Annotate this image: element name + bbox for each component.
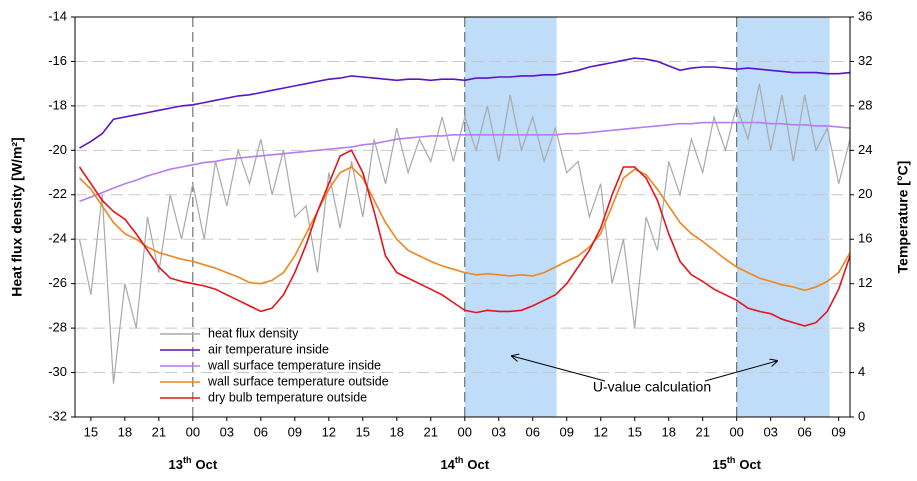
day-month: Oct xyxy=(195,457,217,472)
day-suffix: th xyxy=(727,455,736,465)
annotation: U-value calculation xyxy=(593,379,711,395)
x-tick-label: 09 xyxy=(560,424,574,439)
y2-tick-label: 28 xyxy=(858,97,872,112)
x-tick-label: 00 xyxy=(458,424,472,439)
day-number: 13 xyxy=(169,457,183,472)
y2-tick-label: 4 xyxy=(858,364,865,379)
y-tick-label: -32 xyxy=(48,408,67,423)
y-tick-label: -14 xyxy=(48,8,67,23)
x-tick-label: 12 xyxy=(322,424,336,439)
day-label: 13th Oct xyxy=(169,455,218,472)
legend-label: heat flux density xyxy=(208,326,299,340)
series-line xyxy=(78,149,851,327)
x-tick-label: 03 xyxy=(220,424,234,439)
x-tick-label: 00 xyxy=(186,424,200,439)
day-label: 15th Oct xyxy=(712,455,761,472)
y-tick-label: -26 xyxy=(48,275,67,290)
highlight-region xyxy=(736,17,830,417)
y-tick-label: -30 xyxy=(48,364,67,379)
day-number: 14 xyxy=(440,457,455,472)
x-tick-label: 15 xyxy=(627,424,641,439)
x-tick-label: 12 xyxy=(593,424,607,439)
y2-tick-label: 16 xyxy=(858,231,872,246)
x-tick-label: 09 xyxy=(288,424,302,439)
y-axis-label: Heat flux density [W/m²] xyxy=(9,137,25,296)
y-tick-label: -22 xyxy=(48,186,67,201)
legend-label: dry bulb temperature outside xyxy=(208,390,367,404)
y2-tick-label: 32 xyxy=(858,53,872,68)
x-tick-label: 06 xyxy=(797,424,811,439)
y-tick-label: -20 xyxy=(48,142,67,157)
y2-tick-label: 24 xyxy=(858,142,872,157)
day-suffix: th xyxy=(455,455,464,465)
x-tick-label: 21 xyxy=(152,424,166,439)
day-month: Oct xyxy=(739,457,761,472)
series-line xyxy=(79,57,851,149)
y-tick-label: -24 xyxy=(48,231,67,246)
annotation-arrow xyxy=(512,356,606,382)
series-line xyxy=(78,83,851,384)
x-tick-label: 18 xyxy=(390,424,404,439)
highlight-region xyxy=(464,17,557,417)
x-tick-label: 15 xyxy=(356,424,370,439)
x-tick-label: 21 xyxy=(695,424,709,439)
day-suffix: th xyxy=(183,455,192,465)
y-tick-label: -16 xyxy=(48,53,67,68)
y2-tick-label: 12 xyxy=(858,275,872,290)
x-tick-label: 06 xyxy=(526,424,540,439)
y2-tick-label: 20 xyxy=(858,186,872,201)
series-line xyxy=(78,166,851,292)
y-tick-label: -28 xyxy=(48,320,67,335)
plot-frame xyxy=(74,16,851,418)
x-tick-label: 03 xyxy=(763,424,777,439)
y2-tick-label: 0 xyxy=(858,408,865,423)
x-tick-label: 09 xyxy=(831,424,845,439)
day-label: 14th Oct xyxy=(440,455,489,472)
x-tick-label: 21 xyxy=(424,424,438,439)
x-tick-label: 06 xyxy=(254,424,268,439)
y2-tick-label: 36 xyxy=(858,8,872,23)
series-line xyxy=(79,121,851,203)
y2-axis-label: Temperature [°C] xyxy=(895,161,911,274)
y2-tick-label: 8 xyxy=(858,320,865,335)
legend-label: air temperature inside xyxy=(208,342,329,356)
x-tick-label: 15 xyxy=(84,424,98,439)
x-tick-label: 18 xyxy=(661,424,675,439)
day-month: Oct xyxy=(467,457,489,472)
annotation-arrow xyxy=(704,361,777,382)
x-tick-label: 00 xyxy=(729,424,743,439)
y-tick-label: -18 xyxy=(48,97,67,112)
legend-label: wall surface temperature outside xyxy=(207,374,389,388)
x-tick-label: 03 xyxy=(492,424,506,439)
x-tick-label: 18 xyxy=(118,424,132,439)
legend-label: wall surface temperature inside xyxy=(207,358,381,372)
day-number: 15 xyxy=(712,457,726,472)
